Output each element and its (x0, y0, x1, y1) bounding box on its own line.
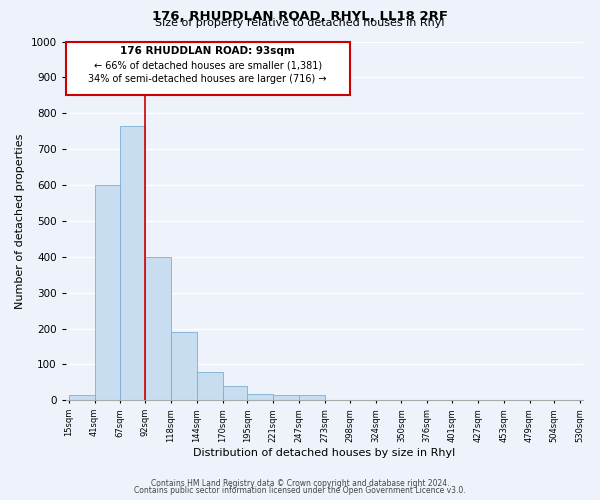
Bar (121, 126, 145, 400)
Bar (68, 395, 95, 400)
Bar (299, 396, 325, 400)
Text: 34% of semi-detached houses are larger (716) →: 34% of semi-detached houses are larger (… (88, 74, 327, 84)
Text: Contains HM Land Registry data © Crown copyright and database right 2024.: Contains HM Land Registry data © Crown c… (151, 478, 449, 488)
Y-axis label: Number of detached properties: Number of detached properties (15, 133, 25, 308)
Bar (247, 394, 273, 400)
Bar (273, 396, 299, 400)
Text: Size of property relative to detached houses in Rhyl: Size of property relative to detached ho… (155, 18, 445, 28)
Text: 176, RHUDDLAN ROAD, RHYL, LL18 2RF: 176, RHUDDLAN ROAD, RHYL, LL18 2RF (152, 10, 448, 23)
Text: 176 RHUDDLAN ROAD: 93sqm: 176 RHUDDLAN ROAD: 93sqm (121, 46, 295, 56)
Bar (95, 185, 121, 400)
FancyBboxPatch shape (66, 42, 350, 96)
Text: Contains public sector information licensed under the Open Government Licence v3: Contains public sector information licen… (134, 486, 466, 495)
Bar (171, 332, 197, 400)
Bar (145, 257, 171, 400)
Text: ← 66% of detached houses are smaller (1,381): ← 66% of detached houses are smaller (1,… (94, 61, 322, 71)
X-axis label: Distribution of detached houses by size in Rhyl: Distribution of detached houses by size … (193, 448, 455, 458)
Bar (197, 372, 223, 400)
Bar (223, 386, 247, 400)
